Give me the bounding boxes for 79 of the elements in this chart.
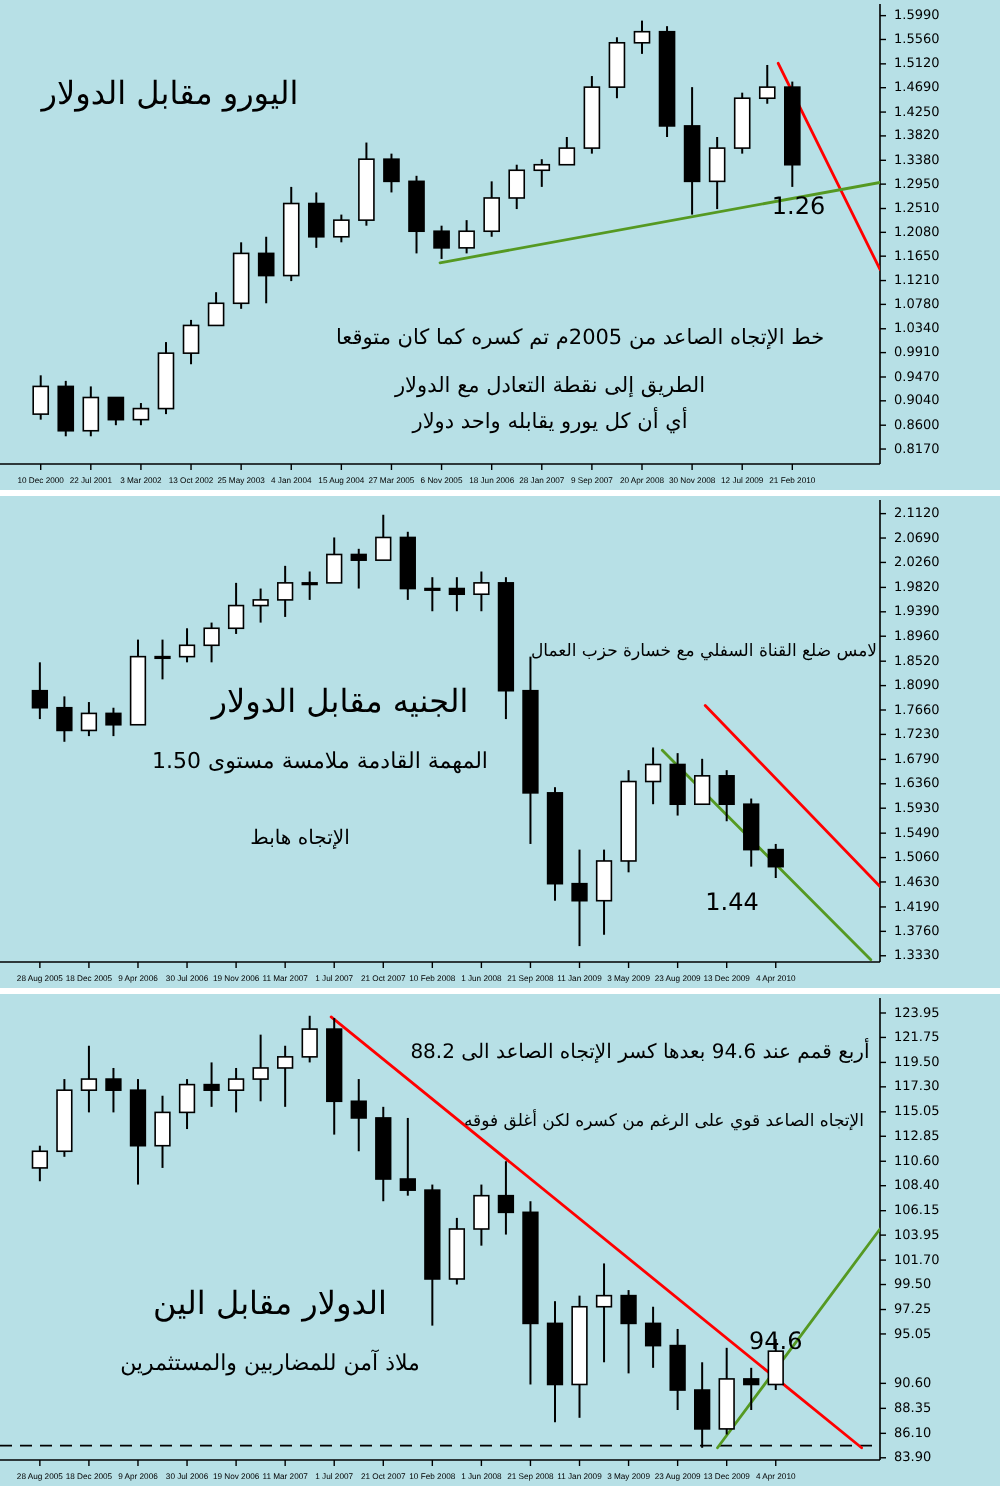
candlestick	[227, 581, 245, 635]
text: اليورو مقابل الدولار	[39, 74, 299, 112]
candlestick	[105, 706, 122, 738]
candlestick	[767, 842, 784, 879]
candlestick	[571, 848, 588, 948]
candlestick	[277, 1044, 294, 1108]
annotation: الإتجاه هابط	[250, 828, 350, 850]
candlestick	[57, 379, 75, 438]
candlestick	[203, 1061, 220, 1108]
candlestick	[154, 1094, 171, 1169]
candlestick	[31, 661, 49, 721]
candlestick	[350, 547, 367, 590]
annotation: الإتجاه الصاعد قوي على الرغم من كسره لكن أغلق فوقه	[463, 1108, 865, 1132]
candlestick	[207, 291, 225, 327]
candlestick	[252, 1033, 269, 1103]
candlestick	[608, 36, 626, 100]
candlestick	[433, 224, 450, 260]
candlestick	[82, 385, 100, 438]
annotation: 1.44	[705, 888, 759, 916]
candlestick	[558, 136, 576, 166]
candlestick	[31, 1144, 49, 1183]
candlestick	[326, 536, 343, 584]
candlestick	[252, 587, 269, 624]
candlestick	[105, 1066, 122, 1114]
candlestick	[758, 63, 776, 105]
candlestick	[154, 638, 171, 681]
candlestick	[718, 769, 735, 823]
candlestick	[483, 180, 500, 238]
candlestick	[107, 396, 125, 427]
candlestick	[307, 191, 325, 249]
annotation: خط الإتجاه الصاعد من 2005م تم كسره كما كان متوقعا	[335, 326, 825, 350]
annotation: لامس ضلع القناة السفلي مع خسارة حزب العمال	[530, 642, 878, 662]
candlestick	[458, 219, 475, 255]
annotation: 1.26	[771, 191, 826, 220]
candlestick	[473, 1183, 490, 1247]
candlestick	[595, 848, 613, 936]
annotation: الطريق إلى نقطة التعادل مع الدولار	[392, 374, 706, 398]
annotation: أربع قمم عند 94.6 بعدها كسر الإتجاه الصاعد الى 88.2	[410, 1038, 871, 1064]
candlestick	[497, 1160, 515, 1236]
candlestick	[620, 1289, 637, 1375]
candlestick	[743, 797, 760, 868]
candlestick	[644, 746, 662, 806]
candlestick	[694, 757, 711, 806]
candlestick	[424, 576, 441, 613]
candlestick	[301, 1014, 318, 1064]
candlestick	[644, 1305, 662, 1369]
candlestick	[277, 564, 294, 618]
candlestick	[178, 1078, 196, 1131]
candlestick	[708, 136, 726, 211]
candlestick	[595, 1262, 613, 1364]
candlestick	[669, 752, 686, 817]
candlestick	[669, 1327, 686, 1412]
candlestick	[333, 213, 350, 244]
candlestick	[257, 235, 275, 305]
candlestick	[301, 570, 318, 601]
candlestick	[132, 402, 150, 427]
candlestick	[350, 1078, 367, 1153]
candlestick	[182, 318, 200, 366]
candlestick	[633, 19, 651, 55]
candlestick	[399, 1116, 416, 1197]
candlestick	[56, 695, 73, 743]
candlestick	[80, 701, 98, 738]
annotation: المهمة القادمة ملامسة مستوى 1.50	[152, 748, 488, 774]
candlestick	[473, 570, 490, 613]
candlestick	[203, 621, 220, 664]
candlestick	[178, 627, 196, 664]
candlestick	[227, 1066, 245, 1114]
candlestick	[508, 163, 526, 211]
candlestick	[533, 158, 551, 188]
candlestick	[448, 576, 466, 613]
annotation: أي أن كل يورو يقابله واحد دولار	[410, 406, 688, 434]
candlestick	[32, 374, 50, 421]
candlestick	[743, 1366, 760, 1412]
text: الجنيه مقابل الدولار	[209, 682, 469, 720]
candlestick	[383, 152, 400, 194]
candlestick	[375, 513, 392, 562]
candlestick	[80, 1044, 98, 1114]
text: الدولار مقابل الين	[153, 1284, 387, 1322]
annotation: ملاذ آمن للمضاربين والمستثمرين	[120, 1348, 421, 1376]
